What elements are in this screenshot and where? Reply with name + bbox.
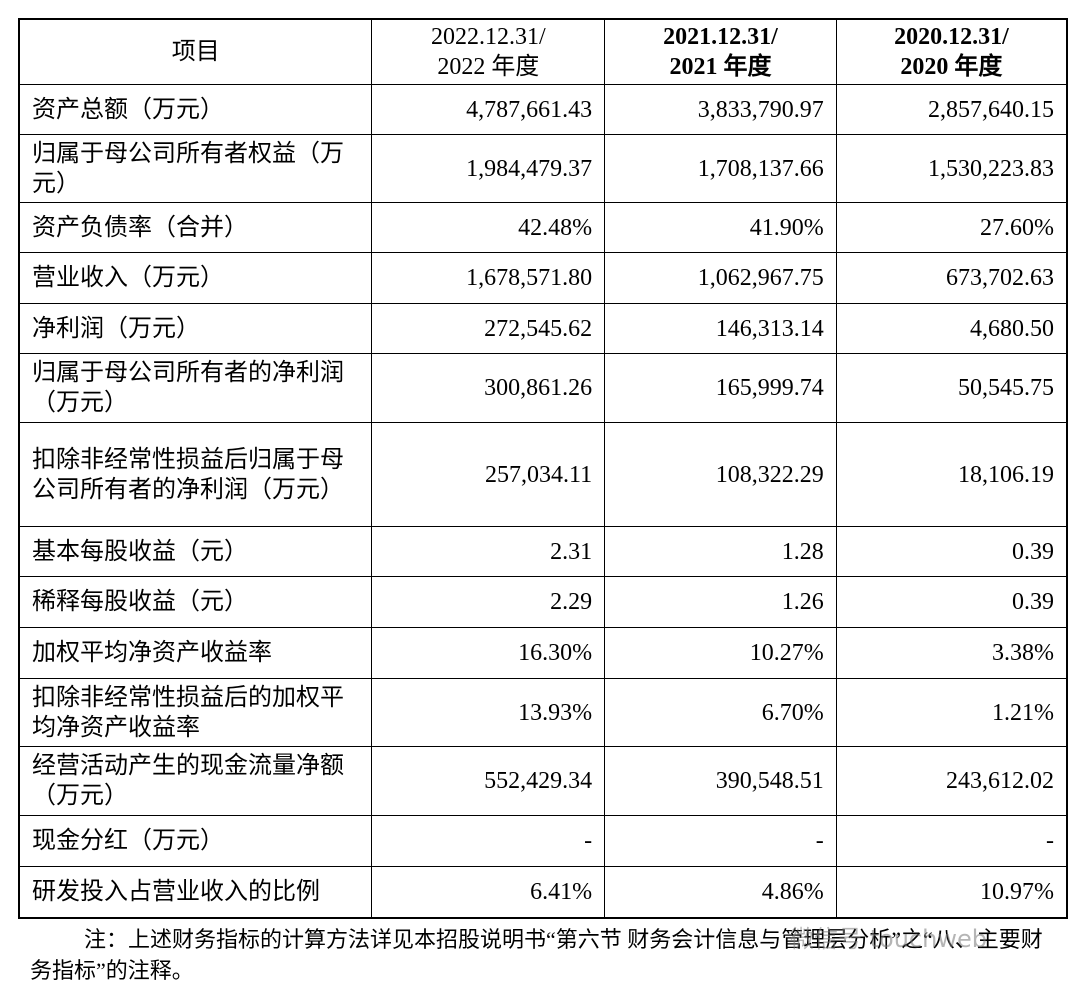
value-cell: 1,708,137.66 xyxy=(604,134,837,203)
table-row: 归属于母公司所有者权益（万元） 1,984,479.37 1,708,137.66 1… xyxy=(18,134,1068,203)
header-cell: 2022.12.31/2022 年度 xyxy=(371,18,606,85)
header-cell: 项目 xyxy=(18,18,373,85)
header-text: 项目 xyxy=(171,39,220,65)
label-cell: 扣除非经常性损益后归属于母公司所有者的净利润（万元） xyxy=(18,422,373,527)
value-cell: 0.39 xyxy=(835,526,1068,577)
table-body: 资产总额（万元） 4,787,661.43 3,833,790.97 2,857,64… xyxy=(18,84,1068,918)
value-cell: 1,678,571.80 xyxy=(371,252,606,304)
table-row: 经营活动产生的现金流量净额（万元） 552,429.34 390,548.51 243… xyxy=(18,746,1068,816)
table-row: 现金分红（万元） - - - xyxy=(18,815,1068,867)
value-cell: 146,313.14 xyxy=(604,303,837,354)
financial-table: 项目 2022.12.31/2022 年度 2021.12.31/2021 年度 20… xyxy=(18,18,1068,919)
value-cell: - xyxy=(835,815,1068,867)
value-cell: - xyxy=(604,815,837,867)
value-cell: 2,857,640.15 xyxy=(835,84,1068,135)
label-cell: 资产负债率（合并） xyxy=(18,202,373,253)
value-cell: 272,545.62 xyxy=(371,303,606,354)
label-cell: 加权平均净资产收益率 xyxy=(18,627,373,679)
table-row: 净利润（万元） 272,545.62 146,313.14 4,680.50 xyxy=(18,303,1068,354)
label-cell: 基本每股收益（元） xyxy=(18,526,373,577)
value-cell: 1.28 xyxy=(604,526,837,577)
value-cell: 165,999.74 xyxy=(604,353,837,423)
header-text: 2021 年度 xyxy=(669,54,772,80)
value-cell: 4,787,661.43 xyxy=(371,84,606,135)
table-row: 扣除非经常性损益后归属于母公司所有者的净利润（万元） 257,034.11 108,… xyxy=(18,422,1068,527)
table-row: 归属于母公司所有者的净利润（万元） 300,861.26 165,999.74 50,… xyxy=(18,353,1068,423)
table-row: 资产总额（万元） 4,787,661.43 3,833,790.97 2,857,64… xyxy=(18,84,1068,135)
label-cell: 研发投入占营业收入的比例 xyxy=(18,866,373,918)
value-cell: 2.31 xyxy=(371,526,606,577)
value-cell: 1.26 xyxy=(604,576,837,628)
table-row: 加权平均净资产收益率 16.30% 10.27% 3.38% xyxy=(18,627,1068,679)
label-cell: 净利润（万元） xyxy=(18,303,373,354)
header-text: 2020 年度 xyxy=(900,54,1003,80)
value-cell: 2.29 xyxy=(371,576,606,628)
header-text: 2021.12.31/ xyxy=(663,24,778,50)
value-cell: 1,530,223.83 xyxy=(835,134,1068,203)
value-cell: 6.41% xyxy=(371,866,606,918)
value-cell: 108,322.29 xyxy=(604,422,837,527)
value-cell: 27.60% xyxy=(835,202,1068,253)
header-text: 2022.12.31/ xyxy=(430,24,546,50)
header-text: 2022 年度 xyxy=(437,54,540,80)
header-row: 项目 2022.12.31/2022 年度 2021.12.31/2021 年度 20… xyxy=(18,18,1068,85)
footnote: 注：上述财务指标的计算方法详见本招股说明书“第六节 财务会计信息与管理层分析”之… xyxy=(30,927,1043,983)
value-cell: 1,062,967.75 xyxy=(604,252,837,304)
value-cell: 42.48% xyxy=(371,202,606,253)
label-cell: 营业收入（万元） xyxy=(18,252,373,304)
value-cell: 243,612.02 xyxy=(835,746,1068,816)
header-cell: 2020.12.31/2020 年度 xyxy=(835,18,1068,85)
value-cell: 50,545.75 xyxy=(835,353,1068,423)
value-cell: 18,106.19 xyxy=(835,422,1068,527)
header-text: 2020.12.31/ xyxy=(894,24,1009,50)
watermark: 微信号 touchweb xyxy=(790,925,987,953)
value-cell: 1,984,479.37 xyxy=(371,134,606,203)
value-cell: - xyxy=(371,815,606,867)
table-row: 研发投入占营业收入的比例 6.41% 4.86% 10.97% xyxy=(18,866,1068,918)
label-cell: 归属于母公司所有者权益（万元） xyxy=(18,134,373,203)
value-cell: 257,034.11 xyxy=(371,422,606,527)
value-cell: 673,702.63 xyxy=(835,252,1068,304)
label-cell: 经营活动产生的现金流量净额（万元） xyxy=(18,746,373,816)
label-cell: 扣除非经常性损益后的加权平均净资产收益率 xyxy=(18,678,373,747)
table-row: 扣除非经常性损益后的加权平均净资产收益率 13.93% 6.70% 1.21% xyxy=(18,678,1068,747)
table-row: 基本每股收益（元） 2.31 1.28 0.39 xyxy=(18,526,1068,577)
header-cell: 2021.12.31/2021 年度 xyxy=(604,18,837,85)
value-cell: 13.93% xyxy=(371,678,606,747)
label-cell: 稀释每股收益（元） xyxy=(18,576,373,628)
value-cell: 3.38% xyxy=(835,627,1068,679)
label-cell: 归属于母公司所有者的净利润（万元） xyxy=(18,353,373,423)
value-cell: 10.97% xyxy=(835,866,1068,918)
value-cell: 10.27% xyxy=(604,627,837,679)
value-cell: 41.90% xyxy=(604,202,837,253)
value-cell: 4.86% xyxy=(604,866,837,918)
value-cell: 0.39 xyxy=(835,576,1068,628)
value-cell: 16.30% xyxy=(371,627,606,679)
value-cell: 552,429.34 xyxy=(371,746,606,816)
label-cell: 资产总额（万元） xyxy=(18,84,373,135)
label-cell: 现金分红（万元） xyxy=(18,815,373,867)
table-row: 稀释每股收益（元） 2.29 1.26 0.39 xyxy=(18,576,1068,628)
table-row: 营业收入（万元） 1,678,571.80 1,062,967.75 673,702.… xyxy=(18,252,1068,304)
table-row: 资产负债率（合并） 42.48% 41.90% 27.60% xyxy=(18,202,1068,253)
value-cell: 300,861.26 xyxy=(371,353,606,423)
value-cell: 6.70% xyxy=(604,678,837,747)
value-cell: 3,833,790.97 xyxy=(604,84,837,135)
value-cell: 1.21% xyxy=(835,678,1068,747)
value-cell: 4,680.50 xyxy=(835,303,1068,354)
value-cell: 390,548.51 xyxy=(604,746,837,816)
